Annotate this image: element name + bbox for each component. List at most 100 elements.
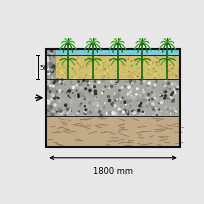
- Point: [93, 92, 97, 95]
- Point: [89, 73, 92, 76]
- Point: [163, 93, 166, 96]
- Point: [62, 110, 65, 114]
- Point: [82, 79, 85, 82]
- Point: [172, 65, 175, 68]
- Point: [88, 101, 91, 104]
- Point: [103, 68, 106, 71]
- Point: [172, 98, 175, 102]
- Point: [48, 110, 52, 113]
- Point: [128, 100, 131, 103]
- Point: [123, 65, 126, 68]
- Point: [133, 76, 136, 79]
- Point: [52, 112, 55, 115]
- Point: [125, 110, 128, 114]
- Point: [60, 69, 63, 72]
- Point: [156, 64, 160, 68]
- Point: [154, 59, 157, 62]
- Point: [101, 88, 105, 91]
- Point: [118, 60, 121, 63]
- Point: [140, 58, 143, 62]
- Point: [83, 61, 86, 65]
- Point: [50, 62, 53, 65]
- Point: [125, 83, 128, 86]
- Point: [111, 79, 114, 83]
- Point: [47, 109, 50, 112]
- Point: [144, 62, 147, 65]
- Point: [106, 76, 109, 79]
- Point: [164, 65, 167, 69]
- Point: [52, 80, 55, 83]
- Point: [155, 57, 158, 61]
- Point: [154, 98, 158, 101]
- Point: [102, 56, 105, 59]
- Point: [163, 62, 166, 65]
- Point: [59, 72, 62, 75]
- Point: [137, 105, 141, 108]
- Point: [61, 79, 64, 82]
- Point: [107, 99, 111, 103]
- Point: [84, 111, 87, 115]
- Point: [69, 109, 72, 112]
- Point: [135, 88, 138, 91]
- Point: [123, 60, 127, 64]
- Point: [170, 71, 174, 75]
- Point: [147, 63, 151, 66]
- Point: [175, 90, 178, 93]
- Point: [84, 65, 87, 69]
- Point: [84, 59, 87, 63]
- Point: [151, 104, 154, 108]
- Point: [46, 72, 49, 75]
- Point: [79, 102, 82, 106]
- Point: [102, 75, 105, 78]
- Point: [155, 68, 158, 72]
- Point: [100, 66, 103, 69]
- Point: [65, 65, 69, 68]
- Point: [167, 68, 170, 72]
- Point: [51, 54, 54, 58]
- Point: [109, 67, 113, 70]
- Point: [135, 75, 138, 79]
- Point: [116, 80, 119, 83]
- Point: [154, 70, 157, 74]
- Point: [146, 59, 150, 62]
- Point: [86, 112, 89, 115]
- Point: [89, 92, 92, 96]
- Point: [87, 101, 91, 104]
- Point: [117, 68, 120, 72]
- Point: [65, 70, 69, 73]
- Point: [175, 59, 178, 63]
- Point: [153, 56, 156, 59]
- Point: [51, 58, 54, 61]
- Point: [166, 72, 169, 75]
- Point: [157, 113, 160, 116]
- Point: [165, 97, 168, 101]
- Point: [48, 60, 52, 63]
- Point: [151, 71, 154, 74]
- Point: [100, 68, 103, 71]
- Point: [77, 64, 81, 67]
- Point: [89, 57, 92, 60]
- Point: [137, 105, 141, 108]
- Point: [104, 61, 108, 64]
- Point: [141, 95, 144, 98]
- Point: [49, 52, 52, 55]
- Point: [78, 72, 82, 75]
- Point: [96, 103, 100, 106]
- Point: [113, 114, 116, 117]
- Point: [65, 58, 68, 61]
- Point: [50, 64, 53, 67]
- Point: [51, 94, 54, 97]
- Point: [138, 60, 141, 63]
- Point: [64, 104, 68, 107]
- Point: [78, 104, 81, 108]
- Point: [93, 71, 96, 74]
- Point: [140, 106, 143, 109]
- Point: [58, 100, 61, 104]
- Point: [111, 101, 114, 105]
- Point: [141, 99, 144, 102]
- Point: [69, 81, 72, 84]
- Point: [77, 69, 80, 72]
- Point: [75, 69, 79, 72]
- Point: [92, 94, 95, 97]
- Point: [119, 75, 122, 78]
